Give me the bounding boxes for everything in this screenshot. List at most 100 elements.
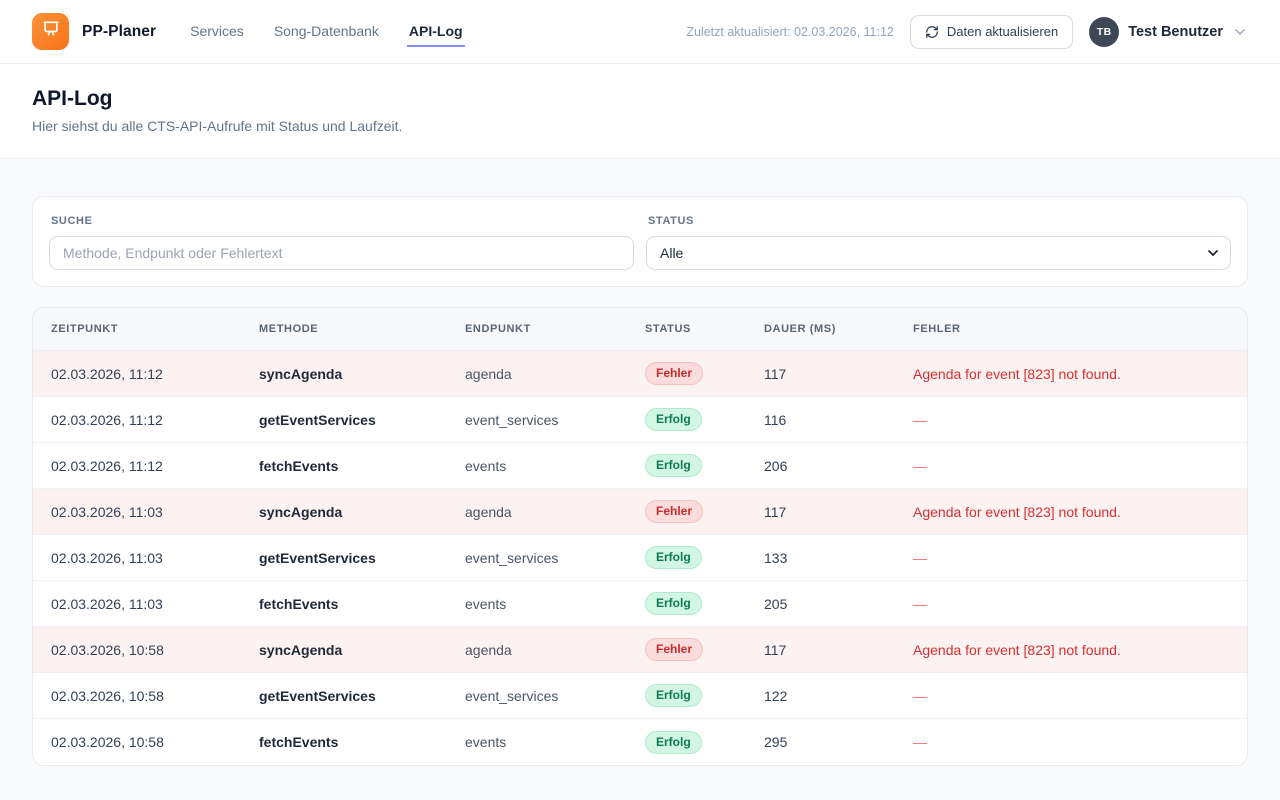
page-title: API-Log bbox=[32, 87, 113, 110]
status-badge: Erfolg bbox=[645, 592, 702, 615]
cell-method: getEventServices bbox=[259, 687, 376, 704]
chevron-down-icon bbox=[1232, 24, 1248, 40]
cell-endpoint: events bbox=[465, 734, 507, 750]
cell-duration: 205 bbox=[764, 595, 788, 612]
cell-method: fetchEvents bbox=[259, 734, 339, 750]
cell-endpoint: agenda bbox=[465, 365, 512, 382]
col-status: Status bbox=[645, 323, 691, 335]
col-methode: Methode bbox=[259, 323, 319, 335]
status-badge: Erfolg bbox=[645, 684, 702, 707]
col-endpunkt: Endpunkt bbox=[465, 323, 531, 335]
app-logo bbox=[32, 13, 69, 50]
refresh-button-label: Daten aktualisieren bbox=[946, 24, 1059, 39]
cell-method: getEventServices bbox=[259, 411, 376, 428]
cell-status: Fehler bbox=[645, 500, 764, 523]
main-content: Suche Status Alle Zeitpunkt Methode Endp… bbox=[0, 159, 1280, 766]
api-log-table: Zeitpunkt Methode Endpunkt Status Dauer … bbox=[32, 307, 1248, 766]
cell-error: — bbox=[913, 549, 927, 566]
table-row: 02.03.2026, 11:03 getEventServices event… bbox=[33, 535, 1247, 581]
table-row: 02.03.2026, 10:58 fetchEvents events Erf… bbox=[33, 719, 1247, 765]
col-fehler: Fehler bbox=[913, 323, 961, 335]
status-badge: Erfolg bbox=[645, 730, 702, 754]
table-row: 02.03.2026, 11:03 syncAgenda agenda Fehl… bbox=[33, 489, 1247, 535]
cell-error: — bbox=[913, 687, 927, 704]
cell-timestamp: 02.03.2026, 10:58 bbox=[51, 641, 164, 658]
cell-timestamp: 02.03.2026, 10:58 bbox=[51, 687, 164, 704]
avatar: TB bbox=[1089, 16, 1120, 47]
table-row: 02.03.2026, 11:12 syncAgenda agenda Fehl… bbox=[33, 351, 1247, 397]
table-row: 02.03.2026, 10:58 getEventServices event… bbox=[33, 673, 1247, 719]
cell-error: — bbox=[913, 411, 927, 428]
status-badge: Erfolg bbox=[645, 546, 702, 569]
status-badge: Fehler bbox=[645, 638, 704, 661]
cell-timestamp: 02.03.2026, 11:12 bbox=[51, 457, 163, 474]
brand-name: PP-Planer bbox=[82, 22, 157, 40]
log-table-body: 02.03.2026, 11:12 syncAgenda agenda Fehl… bbox=[33, 351, 1247, 765]
table-header-row: Zeitpunkt Methode Endpunkt Status Dauer … bbox=[33, 308, 1247, 351]
cell-error: Agenda for event [823] not found. bbox=[913, 503, 1121, 520]
cell-status: Erfolg bbox=[645, 730, 764, 754]
table-row: 02.03.2026, 11:12 fetchEvents events Erf… bbox=[33, 443, 1247, 489]
user-menu[interactable]: TB Test Benutzer bbox=[1089, 16, 1248, 47]
cell-method: fetchEvents bbox=[259, 595, 339, 612]
status-badge: Fehler bbox=[645, 362, 704, 385]
app-header: PP-Planer Services Song-Datenbank API-Lo… bbox=[0, 0, 1280, 64]
cell-endpoint: agenda bbox=[465, 503, 512, 520]
page-title-block: API-Log Hier siehst du alle CTS-API-Aufr… bbox=[0, 64, 1280, 159]
nav-item-song-datenbank[interactable]: Song-Datenbank bbox=[273, 22, 379, 39]
cell-endpoint: event_services bbox=[465, 687, 559, 704]
header-right: Zuletzt aktualisiert: 02.03.2026, 11:12 … bbox=[686, 14, 1248, 49]
search-input[interactable] bbox=[49, 236, 634, 270]
cell-timestamp: 02.03.2026, 11:03 bbox=[51, 595, 163, 612]
brand: PP-Planer bbox=[32, 13, 156, 50]
col-zeitpunkt: Zeitpunkt bbox=[51, 323, 119, 335]
cell-endpoint: event_services bbox=[465, 411, 559, 428]
user-name: Test Benutzer bbox=[1128, 23, 1223, 40]
cell-timestamp: 02.03.2026, 11:12 bbox=[51, 411, 163, 428]
cell-error: — bbox=[913, 595, 927, 612]
cell-method: fetchEvents bbox=[259, 457, 339, 474]
cell-endpoint: events bbox=[465, 457, 507, 474]
cell-duration: 117 bbox=[764, 641, 787, 658]
cell-duration: 206 bbox=[764, 457, 788, 474]
refresh-icon bbox=[925, 25, 939, 39]
table-row: 02.03.2026, 11:03 fetchEvents events Erf… bbox=[33, 581, 1247, 627]
cell-status: Erfolg bbox=[645, 592, 764, 615]
cell-duration: 116 bbox=[764, 411, 787, 428]
cell-duration: 295 bbox=[764, 734, 788, 750]
cell-method: syncAgenda bbox=[259, 641, 343, 658]
nav-item-api-log[interactable]: API-Log bbox=[406, 17, 465, 47]
cell-duration: 117 bbox=[764, 365, 787, 382]
cell-timestamp: 02.03.2026, 11:03 bbox=[51, 503, 163, 520]
cell-timestamp: 02.03.2026, 11:12 bbox=[51, 365, 163, 382]
status-badge: Erfolg bbox=[645, 454, 702, 477]
cell-duration: 133 bbox=[764, 549, 788, 566]
search-label: Suche bbox=[51, 215, 93, 227]
status-select[interactable]: Alle bbox=[646, 236, 1231, 270]
cell-status: Erfolg bbox=[645, 546, 764, 569]
nav-item-services[interactable]: Services bbox=[190, 22, 244, 39]
page-subtitle: Hier siehst du alle CTS-API-Aufrufe mit … bbox=[32, 118, 403, 134]
cell-error: — bbox=[913, 734, 927, 750]
table-row: 02.03.2026, 10:58 syncAgenda agenda Fehl… bbox=[33, 627, 1247, 673]
cell-status: Erfolg bbox=[645, 684, 764, 707]
status-select-wrap: Alle bbox=[646, 236, 1231, 270]
cell-duration: 117 bbox=[764, 503, 787, 520]
cell-error: Agenda for event [823] not found. bbox=[913, 641, 1121, 658]
cell-duration: 122 bbox=[764, 687, 788, 704]
cell-method: syncAgenda bbox=[259, 503, 343, 520]
last-updated-text: Zuletzt aktualisiert: 02.03.2026, 11:12 bbox=[686, 24, 894, 39]
cell-method: syncAgenda bbox=[259, 365, 343, 382]
cell-status: Fehler bbox=[645, 638, 764, 661]
status-badge: Fehler bbox=[645, 500, 704, 523]
cell-endpoint: agenda bbox=[465, 641, 512, 658]
presentation-icon bbox=[41, 19, 61, 44]
search-field-group: Suche bbox=[49, 213, 634, 270]
cell-method: getEventServices bbox=[259, 549, 376, 566]
main-nav: Services Song-Datenbank API-Log bbox=[188, 17, 465, 47]
table-row: 02.03.2026, 11:12 getEventServices event… bbox=[33, 397, 1247, 443]
col-dauer: Dauer (ms) bbox=[764, 323, 836, 335]
cell-error: Agenda for event [823] not found. bbox=[913, 365, 1121, 382]
cell-endpoint: events bbox=[465, 595, 507, 612]
refresh-data-button[interactable]: Daten aktualisieren bbox=[909, 14, 1074, 49]
